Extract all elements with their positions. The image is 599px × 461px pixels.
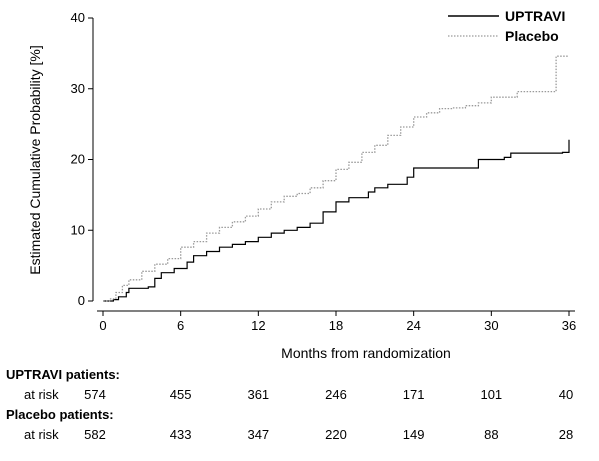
x-axis-label: Months from randomization <box>281 345 451 361</box>
x-tick-label: 6 <box>177 318 184 333</box>
risk-row-label: at risk <box>24 387 59 402</box>
y-axis-label: Estimated Cumulative Probability [%] <box>27 45 43 275</box>
risk-row-label: at risk <box>24 427 59 442</box>
risk-group-header: Placebo patients: <box>6 407 114 422</box>
risk-count: 582 <box>84 427 106 442</box>
legend-label-uptravi: UPTRAVI <box>505 8 565 24</box>
series-layer <box>103 55 570 302</box>
risk-group-header: UPTRAVI patients: <box>6 367 120 382</box>
x-tick-label: 18 <box>329 318 343 333</box>
risk-count: 28 <box>558 427 574 442</box>
risk-count: 88 <box>484 427 499 442</box>
risk-count: 149 <box>402 427 425 442</box>
series-placebo-line <box>103 55 569 302</box>
x-tick-label: 12 <box>251 318 265 333</box>
risk-count: 433 <box>169 427 192 442</box>
x-tick-label: 36 <box>562 318 576 333</box>
risk-count: 361 <box>247 387 270 402</box>
y-tick-label: 10 <box>71 222 85 237</box>
x-tick-label: 24 <box>406 318 420 333</box>
risk-count: 220 <box>325 427 347 442</box>
y-tick-label: 20 <box>71 152 85 167</box>
risk-count: 455 <box>169 387 192 402</box>
legend: UPTRAVI Placebo <box>448 8 565 44</box>
risk-count: 171 <box>402 387 425 402</box>
risk-count: 246 <box>325 387 347 402</box>
axes: 0 10 20 30 40 0 6 12 18 24 30 36 <box>71 10 577 333</box>
x-tick-label: 0 <box>99 318 106 333</box>
legend-label-placebo: Placebo <box>505 28 559 44</box>
risk-count: 40 <box>558 387 574 402</box>
y-tick-label: 30 <box>71 81 85 96</box>
y-tick-label: 0 <box>78 293 85 308</box>
x-tick-label: 30 <box>484 318 498 333</box>
risk-count: 574 <box>84 387 106 402</box>
risk-count: 101 <box>480 387 503 402</box>
y-tick-label: 40 <box>71 10 85 25</box>
series-uptravi-line <box>103 139 570 302</box>
risk-count: 347 <box>247 427 270 442</box>
